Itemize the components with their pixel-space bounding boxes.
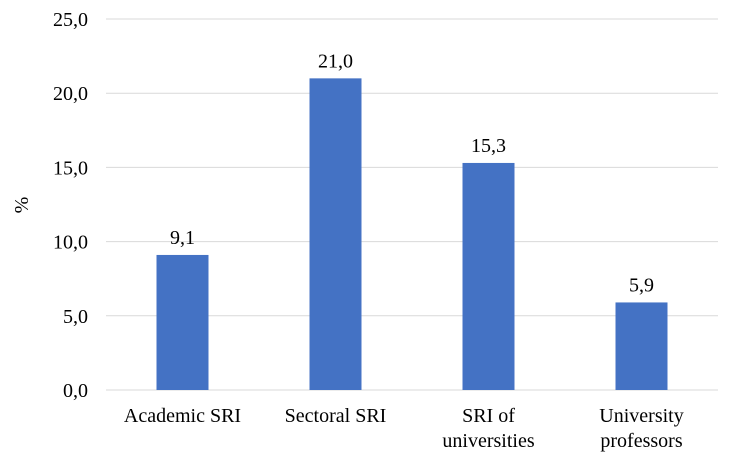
data-label: 5,9 (629, 274, 654, 296)
y-tick-label: 25,0 (53, 9, 88, 31)
x-tick-label: Sectoral SRI (285, 405, 387, 427)
bar (462, 162, 515, 390)
bar (156, 254, 209, 390)
y-tick-label: 10,0 (53, 232, 88, 254)
x-tick-label: University professors (599, 405, 683, 452)
data-labels: 9,1 21,0 15,3 5,9 (170, 50, 654, 296)
y-tick-label: 5,0 (63, 306, 88, 328)
bar (615, 302, 668, 390)
y-axis-title: % (11, 197, 33, 214)
bar (309, 78, 362, 391)
y-tick-label: 20,0 (53, 83, 88, 105)
data-label: 15,3 (471, 135, 506, 157)
y-tick-label: 0,0 (63, 380, 88, 402)
y-tick-label: 15,0 (53, 157, 88, 179)
data-label: 9,1 (170, 227, 195, 249)
x-axis-categories: Academic SRI Sectoral SRI SRI of universiti… (124, 405, 684, 452)
data-label: 21,0 (318, 50, 353, 72)
x-tick-label: SRI of universities (442, 405, 534, 452)
y-axis-ticks: 0,0 5,0 10,0 15,0 20,0 25,0 (53, 9, 88, 402)
x-tick-label: Academic SRI (124, 405, 241, 427)
bars (156, 78, 668, 391)
